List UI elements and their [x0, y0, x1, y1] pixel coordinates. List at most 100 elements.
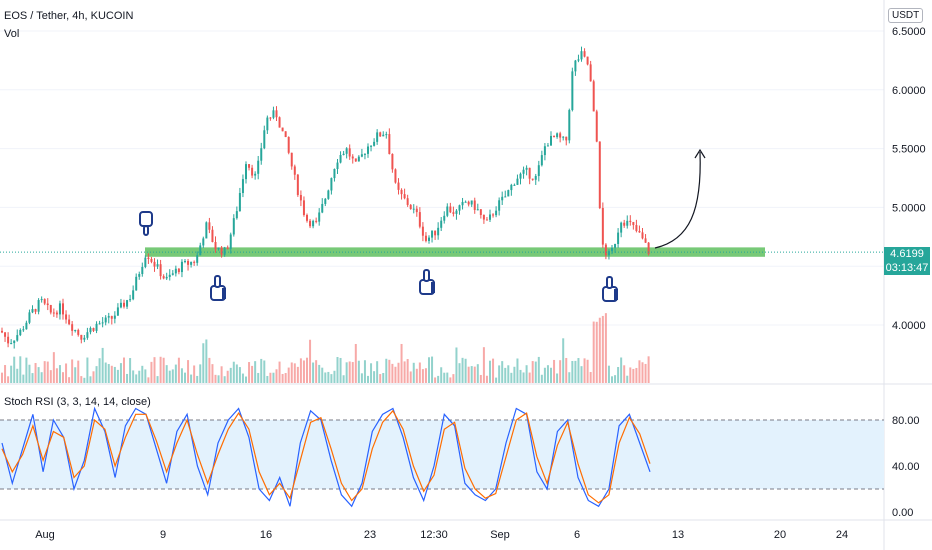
candle-body — [403, 194, 406, 199]
candle-body — [86, 332, 89, 338]
candle-body — [89, 328, 92, 333]
volume-bar — [534, 361, 537, 383]
candle-body — [379, 132, 382, 137]
volume-bar — [309, 339, 312, 383]
volume-bar — [629, 367, 632, 383]
volume-bar — [556, 373, 559, 383]
candle-body — [455, 210, 458, 214]
volume-bar — [632, 368, 635, 383]
volume-bar — [37, 367, 40, 383]
volume-bar — [4, 365, 7, 383]
volume-bar — [507, 365, 510, 383]
candle-body — [269, 117, 272, 119]
last-price-tag: 4.6199 — [884, 247, 930, 261]
volume-bar — [74, 367, 77, 383]
candle-body — [138, 274, 141, 277]
candle-body — [306, 214, 308, 221]
volume-bar — [257, 372, 260, 383]
volume-bar — [489, 360, 491, 383]
volume-bar — [528, 372, 531, 383]
volume-bar — [370, 363, 373, 383]
candle-body — [135, 276, 138, 291]
unit-label[interactable]: USDT — [888, 8, 924, 23]
candle-body — [327, 190, 330, 199]
candle-body — [534, 176, 537, 180]
volume-bar — [299, 358, 302, 383]
volume-bar — [86, 357, 89, 383]
candle-body — [312, 220, 315, 227]
candle-body — [110, 316, 113, 319]
volume-bar — [525, 365, 528, 383]
candle-body — [479, 209, 482, 216]
volume-bar — [607, 365, 610, 383]
volume-bar — [284, 373, 287, 383]
volume-bar — [327, 371, 330, 383]
candle-body — [473, 200, 476, 210]
volume-bar — [519, 369, 522, 383]
volume-bar — [162, 357, 165, 383]
candle-body — [626, 220, 629, 226]
support-zone — [145, 247, 765, 257]
volume-bar — [333, 370, 336, 383]
volume-bar — [1, 372, 3, 383]
candle-body — [373, 141, 376, 146]
candle-body — [177, 268, 180, 273]
volume-bar — [315, 360, 318, 383]
candle-body — [132, 290, 135, 300]
volume-bar — [68, 377, 71, 383]
volume-bar — [574, 360, 577, 383]
volume-bar — [470, 366, 473, 383]
volume-bar — [214, 374, 217, 383]
candle-body — [74, 329, 77, 331]
volume-bar — [336, 357, 339, 383]
volume-bar — [342, 375, 345, 383]
volume-bar — [147, 377, 150, 383]
rsi-axis[interactable]: 80.00 40.00 0.00 — [892, 415, 920, 519]
volume-bar — [123, 357, 125, 383]
candle-body — [147, 257, 150, 259]
volume-bar — [290, 362, 293, 383]
candle-body — [458, 205, 461, 211]
volume-bar — [202, 343, 205, 383]
volume-bar — [382, 372, 385, 383]
volume-bar — [13, 356, 16, 383]
countdown-tag: 03:13:47 — [884, 261, 930, 275]
volume-bar — [7, 376, 10, 383]
candle-body — [65, 314, 68, 320]
candle-body — [446, 206, 449, 216]
volume-bar — [485, 375, 488, 383]
volume-bar — [388, 359, 391, 383]
candle-body — [55, 312, 58, 315]
rsi-tick-label: 0.00 — [892, 507, 913, 519]
volume-bar — [626, 375, 629, 383]
candle-body — [580, 51, 583, 60]
time-tick-label: 16 — [260, 529, 272, 541]
candle-body — [571, 71, 574, 111]
volume-bar — [217, 375, 220, 383]
volume-bar — [324, 372, 327, 383]
candle-body — [217, 247, 220, 250]
candle-body — [583, 51, 586, 57]
candle-body — [180, 261, 183, 273]
candle-body — [601, 207, 604, 245]
candle-body — [241, 179, 244, 194]
volume-bar — [553, 359, 556, 383]
volume-bar — [345, 362, 348, 383]
price-tick-label: 5.5000 — [892, 144, 926, 156]
volume-bar — [241, 373, 244, 383]
volume-bar — [232, 361, 235, 383]
candle-body — [171, 273, 174, 275]
candle-body — [226, 247, 229, 249]
candle-body — [632, 222, 635, 226]
volume-bar — [254, 361, 257, 383]
volume-bar — [77, 360, 80, 383]
candle-body — [254, 173, 257, 176]
candle-body — [623, 222, 626, 226]
candle-body — [205, 222, 208, 239]
time-axis[interactable]: Aug 9 16 23 12:30 Sep 6 13 20 24 — [0, 519, 932, 541]
volume-bar — [614, 375, 617, 383]
candle-body — [150, 258, 153, 262]
annotations — [139, 148, 706, 302]
